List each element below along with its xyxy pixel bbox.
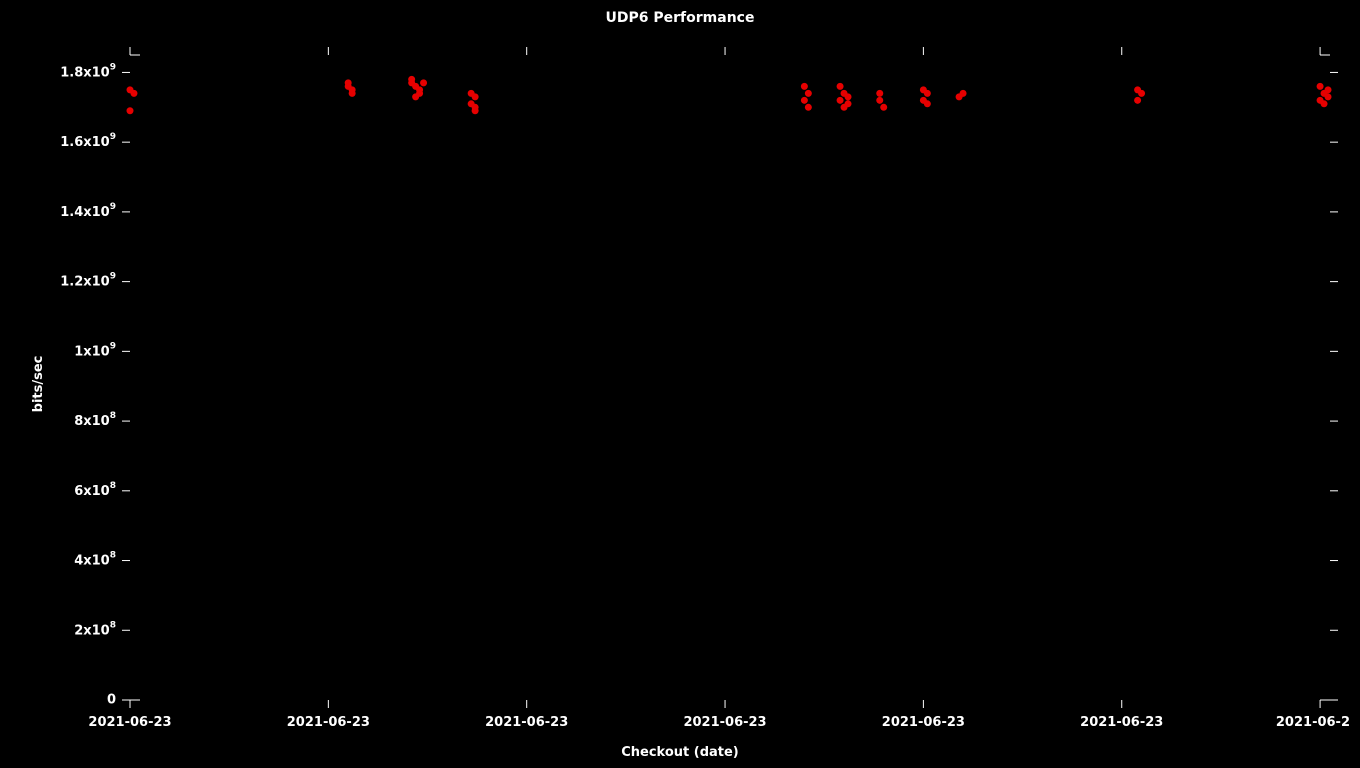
svg-text:2021-06-23: 2021-06-23 <box>1080 715 1163 730</box>
svg-text:2021-06-23: 2021-06-23 <box>882 715 965 730</box>
svg-text:2021-06-23: 2021-06-23 <box>485 715 568 730</box>
svg-text:2021-06-23: 2021-06-23 <box>88 715 171 730</box>
svg-text:1.8x109: 1.8x109 <box>60 62 116 80</box>
svg-text:2x108: 2x108 <box>74 620 116 638</box>
svg-text:1x109: 1x109 <box>74 341 116 359</box>
chart-container: UDP6 Performance bits/sec Checkout (date… <box>0 0 1360 768</box>
svg-text:2021-06-2: 2021-06-2 <box>1276 715 1350 730</box>
svg-text:8x108: 8x108 <box>74 411 116 429</box>
chart-svg: 0 2x108 4x108 6x108 8x108 1x109 1.2x109 1.4x109… <box>0 0 1360 768</box>
svg-text:2021-06-23: 2021-06-23 <box>683 715 766 730</box>
svg-text:2021-06-23: 2021-06-23 <box>287 715 370 730</box>
svg-text:1.4x109: 1.4x109 <box>60 201 116 219</box>
svg-text:4x108: 4x108 <box>74 550 116 568</box>
svg-text:0: 0 <box>107 693 116 708</box>
svg-text:1.6x109: 1.6x109 <box>60 132 116 150</box>
svg-text:6x108: 6x108 <box>74 480 116 498</box>
svg-text:1.2x109: 1.2x109 <box>60 271 116 289</box>
